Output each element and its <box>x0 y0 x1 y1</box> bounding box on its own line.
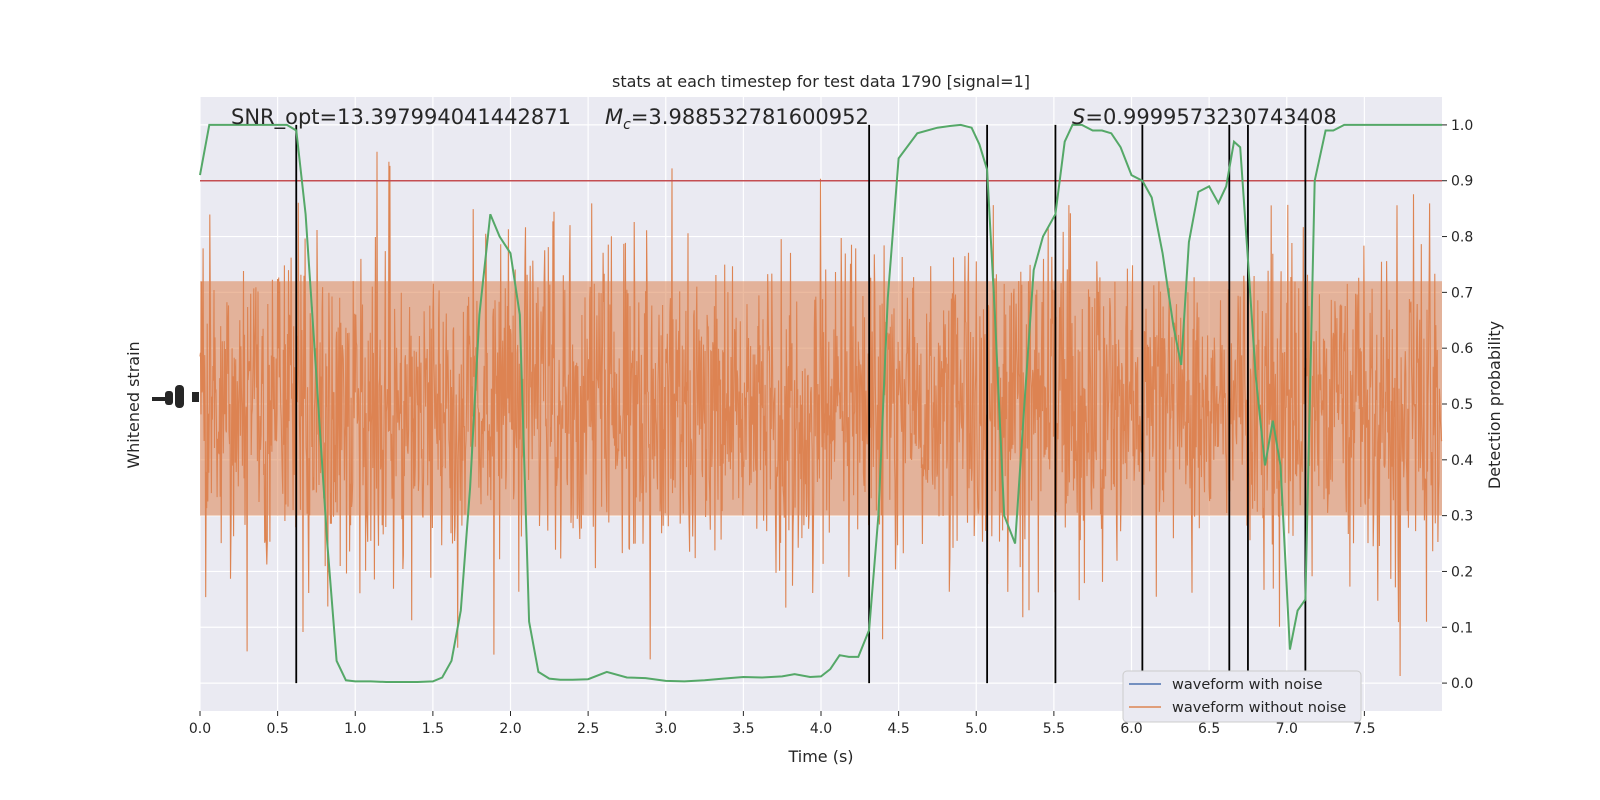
y-tick-label: 0.7 <box>1451 285 1473 301</box>
s-value: =0.9999573230743408 <box>1085 105 1336 129</box>
y-tick-label: 0.1 <box>1451 620 1473 636</box>
x-axis-ticks: 0.0 0.5 1.0 1.5 2.0 2.5 3.0 3.5 4.0 4.5 5.0 5.5 6.0 6… <box>189 711 1376 737</box>
legend-label-without-noise: waveform without noise <box>1172 700 1346 716</box>
event-lines <box>295 124 1307 684</box>
legend-label-with-noise: waveform with noise <box>1172 677 1323 693</box>
whitened-strain-trace <box>199 151 1443 677</box>
x-tick-label: 4.5 <box>887 721 909 737</box>
snr-annotation: SNR_opt=13.397994041442871 <box>231 105 571 130</box>
s-annotation: S=0.9999573230743408 <box>1072 105 1337 129</box>
right-axis-title: Detection probability <box>1485 321 1504 489</box>
x-tick-label: 3.0 <box>655 721 677 737</box>
detection-probability-series <box>199 123 1442 683</box>
x-tick-label: 7.5 <box>1353 721 1375 737</box>
y-right-axis-ticks: 0.0 0.1 0.2 0.3 0.4 0.5 0.6 0.7 0.8 0.9 1.0 <box>1442 118 1473 692</box>
x-tick-label: 0.5 <box>266 721 288 737</box>
x-tick-label: 7.0 <box>1276 721 1298 737</box>
y-tick-label: 1.0 <box>1451 118 1473 134</box>
s-symbol: S <box>1072 105 1085 129</box>
x-tick-label: 1.5 <box>422 721 444 737</box>
y-tick-label: 0.5 <box>1451 397 1473 413</box>
y-tick-label: 0.0 <box>1451 676 1473 692</box>
x-tick-label: 2.5 <box>577 721 599 737</box>
x-tick-label: 1.0 <box>344 721 366 737</box>
x-tick-label: 2.0 <box>499 721 521 737</box>
legend: waveform with noise waveform without noi… <box>1122 670 1362 723</box>
y-tick-label: 0.9 <box>1451 174 1473 190</box>
chirp-mass-value: =3.988532781600952 <box>631 105 869 129</box>
y-tick-label: 0.8 <box>1451 230 1473 246</box>
x-tick-label: 4.0 <box>810 721 832 737</box>
detection-probability-line <box>199 123 1442 683</box>
x-tick-label: 5.0 <box>965 721 987 737</box>
x-axis-title: Time (s) <box>787 747 853 766</box>
chirp-mass-symbol: M <box>605 105 623 129</box>
chart-title: stats at each timestep for test data 179… <box>612 72 1030 91</box>
strain-dense-band <box>200 281 1442 516</box>
y-tick-label: 0.6 <box>1451 341 1473 357</box>
legend-box <box>1122 670 1362 723</box>
y-tick-label: 0.3 <box>1451 509 1473 525</box>
chirp-mass-subscript: c <box>623 117 631 133</box>
x-tick-label: 6.0 <box>1120 721 1142 737</box>
y-tick-label: 0.4 <box>1451 453 1473 469</box>
x-tick-label: 6.5 <box>1198 721 1220 737</box>
x-tick-label: 0.0 <box>189 721 211 737</box>
left-axis-title: Whitened strain <box>124 341 143 468</box>
left-axis-squashed-ticks <box>152 385 199 408</box>
y-tick-label: 0.2 <box>1451 564 1473 580</box>
x-tick-label: 5.5 <box>1043 721 1065 737</box>
x-tick-label: 3.5 <box>732 721 754 737</box>
chirp-mass-annotation: Mc=3.988532781600952 <box>605 105 869 133</box>
